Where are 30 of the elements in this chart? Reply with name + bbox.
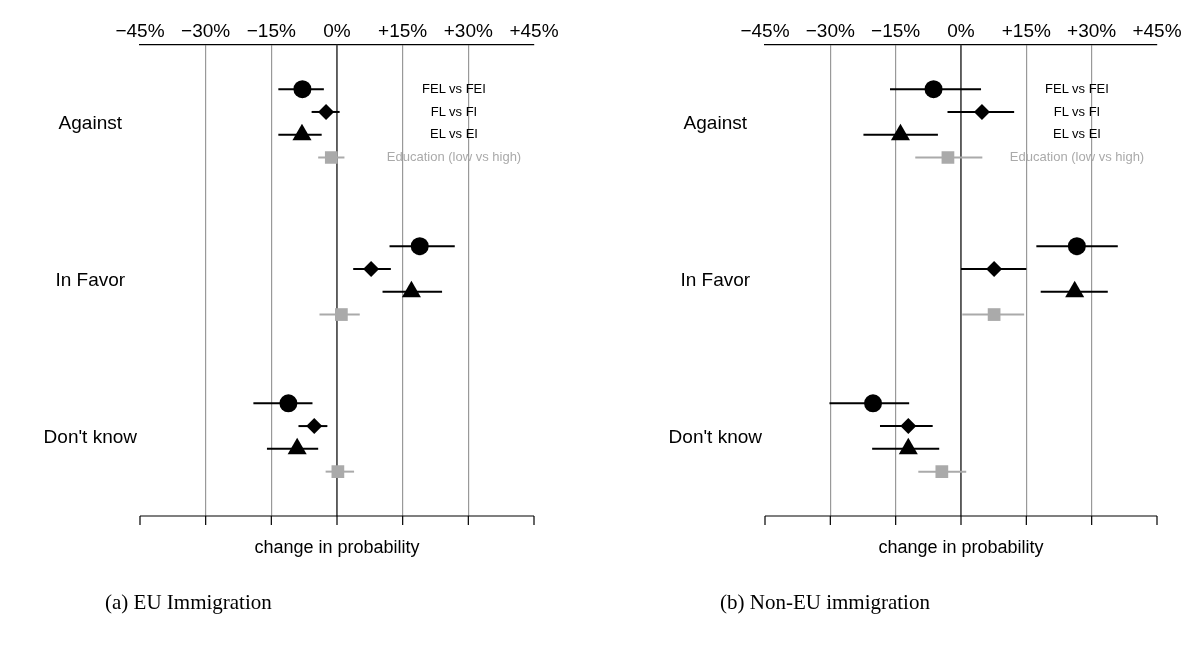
- text: (a) EU Immigration: [105, 590, 272, 615]
- y-tick-label: Against: [58, 111, 123, 133]
- x-tick-label: +15%: [378, 19, 428, 41]
- x-tick-label: 0%: [947, 19, 975, 41]
- y-tick-label: Don't know: [43, 425, 138, 447]
- y-tick-label: Don't know: [668, 425, 763, 447]
- x-tick-label: +30%: [1067, 19, 1117, 41]
- text: (b) Non-EU immigration: [720, 590, 930, 615]
- x-tick-label: −45%: [115, 19, 165, 41]
- x-tick-label: +45%: [1132, 19, 1182, 41]
- y-tick-label: In Favor: [680, 268, 751, 290]
- text: FL vs FI: [430, 103, 478, 119]
- x-tick-label: +30%: [443, 19, 493, 41]
- x-tick-label: −15%: [871, 19, 921, 41]
- x-tick-label: −30%: [181, 19, 231, 41]
- x-tick-label: −30%: [805, 19, 855, 41]
- x-tick-label: +45%: [509, 19, 559, 41]
- x-tick-label: −45%: [740, 19, 790, 41]
- text: FL vs FI: [1053, 103, 1101, 119]
- y-tick-label: In Favor: [55, 268, 126, 290]
- y-tick-label: Against: [683, 111, 748, 133]
- x-tick-label: 0%: [323, 19, 351, 41]
- text: FEL vs FEI: [422, 80, 486, 96]
- x-axis-title: change in probability: [254, 536, 420, 557]
- x-axis-title: change in probability: [878, 536, 1044, 557]
- text: FEL vs FEI: [1045, 80, 1109, 96]
- text: EL vs EI: [1053, 126, 1101, 142]
- text: EL vs EI: [430, 126, 478, 142]
- x-tick-label: −15%: [246, 19, 296, 41]
- x-tick-label: +15%: [1001, 19, 1051, 41]
